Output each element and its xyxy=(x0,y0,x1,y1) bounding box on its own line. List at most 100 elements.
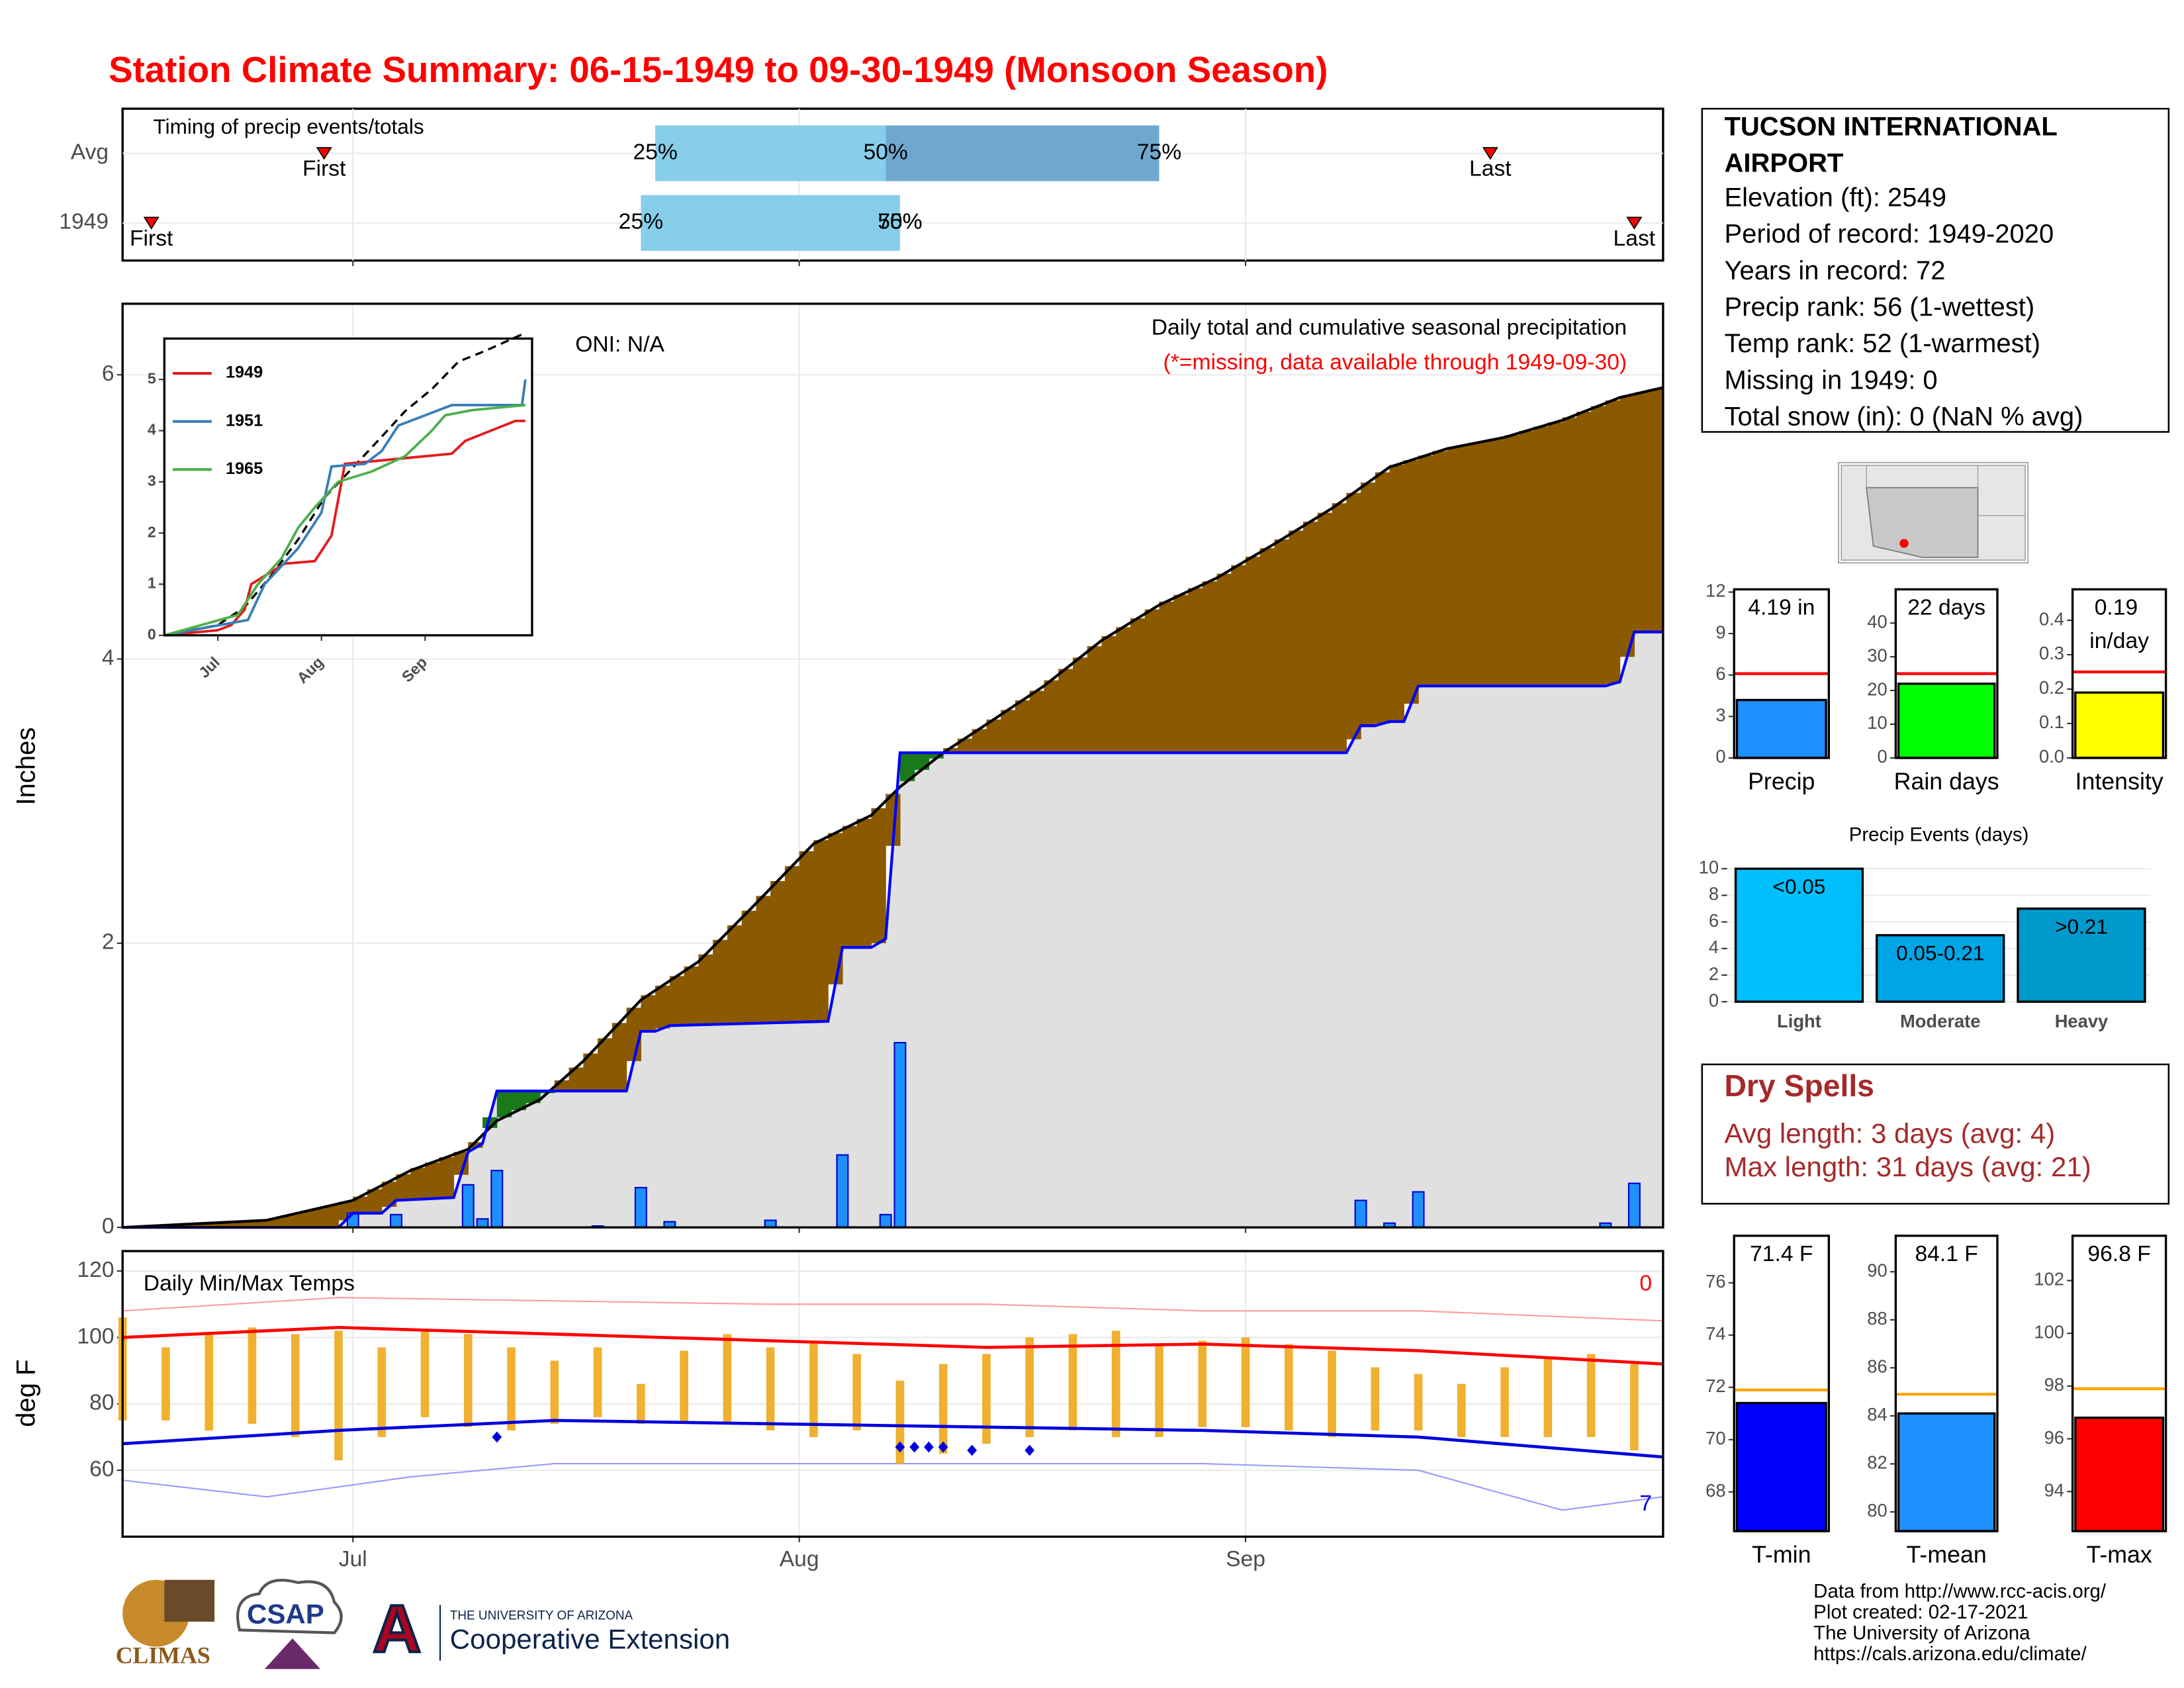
category-label: T-mean xyxy=(1907,1541,1987,1568)
temp-range-bar xyxy=(420,1331,430,1417)
deficit-fill xyxy=(194,1223,210,1228)
category-label: Precip xyxy=(1748,768,1815,794)
daily-precip-bar xyxy=(476,1218,489,1229)
deficit-fill xyxy=(1087,646,1103,753)
daily-precip-bar xyxy=(461,1184,475,1229)
event-label: Last xyxy=(1469,157,1512,181)
quartile-label: 75% xyxy=(1137,140,1181,164)
temp-range-bar xyxy=(377,1347,387,1437)
y-tick-label: 70 xyxy=(1706,1428,1725,1448)
deficit-fill xyxy=(1389,465,1404,722)
csap-label: CSAP xyxy=(247,1598,324,1629)
y-tick-label: 90 xyxy=(1867,1260,1887,1280)
map-borders xyxy=(1866,465,2026,516)
y-tick-label: 0 xyxy=(102,1214,114,1239)
legend-label: 1965 xyxy=(226,459,263,478)
summary-bar xyxy=(1735,698,1827,759)
inset-bg xyxy=(164,338,532,635)
deficit-fill xyxy=(813,840,829,1022)
y-tick-label: 88 xyxy=(1867,1308,1887,1329)
y-tick-label: 0.0 xyxy=(2039,746,2064,767)
y-tick-label: 72 xyxy=(1706,1376,1725,1396)
deficit-fill xyxy=(842,825,858,948)
deficit-fill xyxy=(1461,444,1477,686)
deficit-fill xyxy=(986,720,1001,753)
deficit-fill xyxy=(295,1211,310,1228)
surplus-fill xyxy=(929,753,944,759)
record-low-marker xyxy=(924,1441,934,1453)
x-tick-label: Moderate xyxy=(1900,1011,1981,1031)
y-tick-label: 102 xyxy=(2034,1269,2064,1289)
value-label: 71.4 F xyxy=(1750,1242,1813,1266)
deficit-fill xyxy=(1173,594,1189,753)
temp-range-bar xyxy=(463,1334,473,1427)
deficit-fill xyxy=(1029,690,1045,753)
temp-range-bar xyxy=(1328,1350,1336,1437)
legend-label: 1949 xyxy=(226,363,263,382)
bin-label: >0.21 xyxy=(2055,914,2108,938)
temp-range-bar xyxy=(1068,1334,1077,1430)
y-tick-label: 9 xyxy=(1715,622,1725,642)
event-marker xyxy=(316,147,332,160)
value-label: 4.19 in xyxy=(1748,596,1815,620)
y-tick-label: 10 xyxy=(1699,857,1719,878)
temp-range-bar xyxy=(852,1354,861,1430)
deficit-fill xyxy=(1649,389,1664,632)
normal-max-line xyxy=(122,1326,1664,1366)
deficit-fill xyxy=(684,966,699,1025)
category-label: T-max xyxy=(2086,1541,2152,1568)
y-tick-label: 6 xyxy=(1715,663,1725,684)
deficit-fill xyxy=(828,833,843,985)
event-label: Last xyxy=(1614,226,1656,251)
station-line: Elevation (ft): 2549 xyxy=(1724,183,1946,212)
deficit-fill xyxy=(1346,492,1361,739)
deficit-fill xyxy=(180,1224,195,1228)
deficit-fill xyxy=(1188,588,1203,753)
ua-name: THE UNIVERSITY OF ARIZONA xyxy=(450,1609,633,1622)
legend-label: 1951 xyxy=(226,411,263,430)
y-tick-label: 20 xyxy=(1867,679,1887,699)
bin-label: <0.05 xyxy=(1773,874,1826,898)
y-tick-label: 0.1 xyxy=(2039,712,2064,732)
temp-range-bar xyxy=(593,1347,602,1417)
quartile-label: 25% xyxy=(619,210,663,234)
summary-bar xyxy=(1897,1412,1996,1532)
record-high-count: 0 xyxy=(1639,1271,1652,1295)
y-tick-label: 68 xyxy=(1706,1480,1725,1501)
value-label: 22 days xyxy=(1907,596,1985,620)
temp-range-bar xyxy=(1586,1354,1596,1437)
y-tick-label: 30 xyxy=(1867,645,1887,665)
deficit-fill xyxy=(1001,710,1016,753)
bar xyxy=(1876,934,2005,1003)
temp-range-bar xyxy=(507,1347,516,1430)
temp-range-bar xyxy=(680,1350,688,1424)
y-tick-label: 80 xyxy=(1867,1500,1887,1521)
summary-frame xyxy=(1894,1235,1999,1532)
y-tick-label: 96 xyxy=(2044,1427,2064,1448)
chart-subtitle: (*=missing, data available through 1949-… xyxy=(1163,350,1627,375)
y-tick-label: 4 xyxy=(1709,937,1719,957)
deficit-fill xyxy=(1404,460,1419,704)
category-label: Intensity xyxy=(2075,768,2163,794)
daily-precip-bar xyxy=(490,1170,504,1229)
deficit-fill xyxy=(251,1220,267,1228)
record-low-marker xyxy=(895,1441,905,1453)
temp-range-bar xyxy=(550,1360,559,1424)
deficit-fill xyxy=(1116,627,1131,753)
climas-label: CLIMAS xyxy=(116,1642,210,1669)
deficit-fill xyxy=(1361,483,1376,726)
quartile-bar xyxy=(641,195,900,251)
deficit-fill xyxy=(1634,393,1649,632)
y-tick-label: 60 xyxy=(89,1457,114,1481)
deficit-fill xyxy=(1159,601,1174,753)
summary-frame xyxy=(1894,588,1999,759)
deficit-fill xyxy=(353,1196,368,1213)
y-tick-label: 80 xyxy=(89,1391,114,1415)
ua-logo-bg xyxy=(359,1602,435,1664)
temp-range-bar xyxy=(809,1340,818,1437)
deficit-fill xyxy=(972,729,987,753)
station-box xyxy=(1701,107,2170,433)
event-marker xyxy=(143,216,159,230)
deficit-fill xyxy=(1547,422,1563,686)
y-tick-label: 76 xyxy=(1706,1271,1725,1291)
